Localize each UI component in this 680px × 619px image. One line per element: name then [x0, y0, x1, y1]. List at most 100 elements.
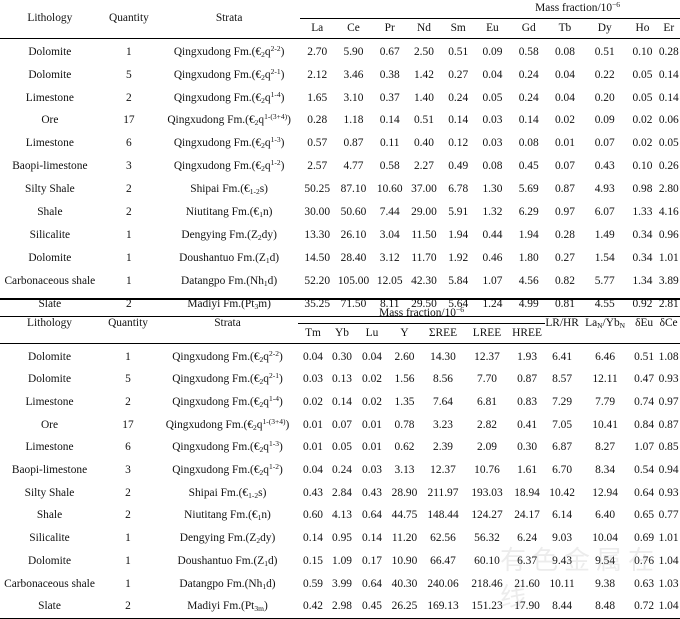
quantity-cell: 1 [126, 228, 132, 241]
value-cell: 0.14 [362, 532, 382, 545]
value-cell: 0.08 [554, 45, 575, 58]
value-cell: 0.78 [394, 418, 415, 431]
mass-fraction-header: Mass fraction/10−6 [300, 0, 680, 19]
value-cell: 0.77 [658, 509, 679, 522]
strata-sub: 2 [261, 141, 265, 151]
strata-name: Doushantuo Fm.(Z [177, 554, 265, 567]
value-cell: 0.59 [303, 577, 323, 590]
value-cell: 12.37 [474, 350, 500, 363]
strata-code: q [264, 160, 271, 173]
lithology-cell: Ore [40, 418, 59, 431]
strata-name: Qingxudong Fm.(€ [173, 68, 262, 81]
value-cell: 0.57 [307, 137, 328, 150]
column-header-dy: Dy [597, 21, 612, 34]
lithology-cell: Dolomite [28, 251, 72, 264]
quantity-cell: 1 [126, 251, 132, 264]
value-cell: 105.00 [337, 274, 370, 287]
value-cell: 0.28 [307, 114, 328, 127]
value-cell: 7.44 [379, 205, 400, 218]
value-cell: 1.07 [482, 274, 503, 287]
strata-header-2: Strata [157, 305, 298, 344]
quantity-cell: 2 [125, 396, 131, 409]
strata-code: q [264, 68, 271, 81]
lithology-cell: Silicalite [29, 228, 71, 241]
value-cell: 0.43 [362, 486, 382, 499]
quantity-cell: 6 [125, 441, 131, 454]
value-cell: 10.41 [592, 418, 618, 431]
value-cell: 0.76 [634, 554, 655, 567]
value-cell: 6.40 [595, 509, 616, 522]
table-row: Dolomite 5 Qingxudong Fm.(€2q2-1) 0.03 0.13 0… [0, 369, 680, 392]
strata-close: ) [271, 577, 276, 590]
value-cell: 10.42 [549, 486, 575, 499]
strata-close: ) [267, 297, 271, 310]
strata-code: q [258, 114, 265, 127]
strata-name: Niutitang Fm.(€ [184, 509, 258, 522]
value-cell: 87.10 [340, 183, 367, 196]
layb-yb: /Yb [602, 317, 620, 330]
strata-cell: Qingxudong Fm.(€2q2-1) [157, 369, 298, 392]
value-cell: 0.54 [634, 464, 655, 477]
value-cell: 26.10 [340, 228, 367, 241]
table-row: Ore 17 Qingxudong Fm.(€2q1-(3+4)) 0.01 0.07 0… [0, 414, 680, 437]
value-cell: 4.16 [658, 205, 679, 218]
strata-name: Madiyi Fm.(Pt [187, 600, 255, 613]
value-cell: 2.98 [328, 595, 356, 619]
strata-sub: 1-2 [249, 187, 260, 197]
value-cell: 1.56 [394, 373, 415, 386]
value-cell: 0.02 [554, 114, 575, 127]
strata-sub: 2 [256, 536, 261, 546]
strata-name: Datangpo Fm.(Nh [181, 274, 264, 287]
value-cell: 0.30 [517, 441, 538, 454]
value-cell: 8.57 [552, 373, 573, 386]
strata-close: ) [279, 350, 283, 363]
strata-code: q [263, 373, 269, 386]
value-cell: 4.56 [518, 274, 539, 287]
table-row: Carbonaceous shale 1 Datangpo Fm.(Nh1d) 0.5… [0, 573, 680, 596]
strata-close: ) [279, 441, 283, 454]
value-cell: 6.46 [595, 350, 616, 363]
value-cell: 0.51 [413, 114, 434, 127]
table-row: Silicalite 1 Dengying Fm.(Z2dy) 13.30 26.10 3… [0, 224, 680, 247]
value-cell: 0.20 [594, 91, 615, 104]
strata-name: Niutitang Fm.(€ [185, 205, 260, 218]
lithology-cell: Shale [36, 509, 63, 522]
value-cell: 2.12 [307, 68, 328, 81]
strata-close: ) [279, 396, 283, 409]
quantity-cell: 3 [125, 464, 131, 477]
value-cell: 0.04 [554, 68, 575, 81]
lithology-cell: Dolomite [27, 554, 72, 567]
strata-sup: 2-1 [269, 371, 279, 381]
table-row: Dolomite 1 Qingxudong Fm.(€2q2-2) 2.70 5.90 0… [0, 39, 680, 64]
table-row: Limestone 2 Qingxudong Fm.(€2q1-4) 0.02 0.14… [0, 391, 680, 414]
quantity-cell: 5 [125, 373, 131, 386]
value-cell: 193.03 [471, 486, 503, 499]
layb-header: LaN/YbN [579, 305, 632, 344]
value-cell: 1.33 [632, 205, 653, 218]
table-row: Shale 2 Niutitang Fm.(€1n) 30.00 50.60 7.44 29… [0, 201, 680, 224]
strata-name: Qingxudong Fm.(€ [172, 464, 260, 477]
value-cell: 8.27 [595, 441, 616, 454]
column-header-ce: Ce [347, 21, 360, 34]
quantity-cell: 1 [125, 350, 131, 363]
value-cell: 169.13 [421, 595, 465, 619]
mass-fraction-exp-2: −6 [455, 305, 464, 315]
value-cell: 0.94 [658, 464, 679, 477]
strata-close: ) [280, 68, 285, 81]
strata-cell: Qingxudong Fm.(€2q2-1) [158, 64, 300, 87]
value-cell: 42.30 [411, 274, 437, 287]
value-cell: 24.17 [514, 509, 540, 522]
strata-cell: Datangpo Fm.(Nh1d) [158, 270, 300, 293]
table-row: Shale 2 Niutitang Fm.(€1n) 0.60 4.13 0.64 44.7… [0, 505, 680, 528]
value-cell: 0.84 [634, 418, 655, 431]
value-cell: 0.10 [632, 160, 653, 173]
mass-fraction-label-2: Mass fraction/10 [379, 307, 456, 320]
value-cell: 10.90 [391, 554, 418, 567]
value-cell: 0.24 [332, 464, 352, 477]
strata-sub: 1 [257, 513, 262, 523]
value-cell: 0.87 [343, 137, 364, 150]
quantity-cell: 1 [125, 554, 131, 567]
value-cell: 0.02 [362, 396, 382, 409]
lithology-cell: Limestone [25, 396, 74, 409]
value-cell: 0.58 [379, 160, 400, 173]
